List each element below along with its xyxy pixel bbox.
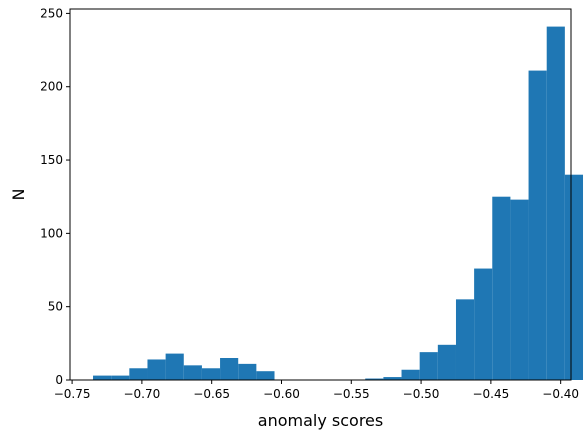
x-tick-label: −0.75: [54, 387, 91, 401]
plot-frame: [69, 8, 572, 381]
x-tick-label: −0.40: [542, 387, 579, 401]
histogram-bars: [93, 26, 584, 380]
x-tick-label: −0.50: [403, 387, 440, 401]
histogram-bar: [147, 359, 166, 380]
histogram-bar: [510, 199, 529, 380]
y-tick-label: 250: [40, 6, 63, 20]
histogram-bar: [492, 196, 511, 380]
y-axis-ticks: 0 50 100 150 200 250: [40, 6, 70, 387]
histogram-bar: [564, 174, 584, 380]
y-tick-label: 50: [48, 300, 63, 314]
x-tick-label: −0.55: [333, 387, 370, 401]
histogram-bar: [111, 375, 130, 380]
x-axis-label: anomaly scores: [258, 411, 383, 430]
histogram-bar: [383, 377, 402, 380]
x-axis-ticks: −0.75 −0.70 −0.65 −0.60 −0.55 −0.50 −0.45 −0.40: [54, 380, 579, 401]
y-axis-label: N: [9, 189, 28, 201]
x-tick-label: −0.45: [472, 387, 509, 401]
x-tick-label: −0.70: [123, 387, 160, 401]
histogram-bar: [220, 358, 239, 380]
histogram-bar: [238, 363, 257, 380]
histogram-bar: [474, 268, 493, 380]
x-tick-label: −0.65: [193, 387, 230, 401]
histogram-bar: [256, 371, 275, 380]
y-tick-label: 150: [40, 153, 63, 167]
y-tick-label: 200: [40, 80, 63, 94]
histogram-bar: [401, 369, 420, 380]
histogram-bar: [437, 344, 456, 380]
x-tick-label: −0.60: [263, 387, 300, 401]
histogram-bar: [528, 70, 547, 380]
histogram-bar: [365, 378, 384, 380]
histogram-bar: [165, 353, 184, 380]
histogram-bar: [93, 375, 112, 380]
histogram-bar: [201, 368, 221, 380]
histogram-bar: [455, 299, 475, 380]
histogram-bar: [129, 368, 148, 380]
histogram-bar: [183, 365, 202, 380]
histogram-bar: [419, 352, 438, 380]
histogram-bar: [546, 26, 565, 380]
y-tick-label: 0: [55, 373, 63, 387]
y-tick-label: 100: [40, 226, 63, 240]
